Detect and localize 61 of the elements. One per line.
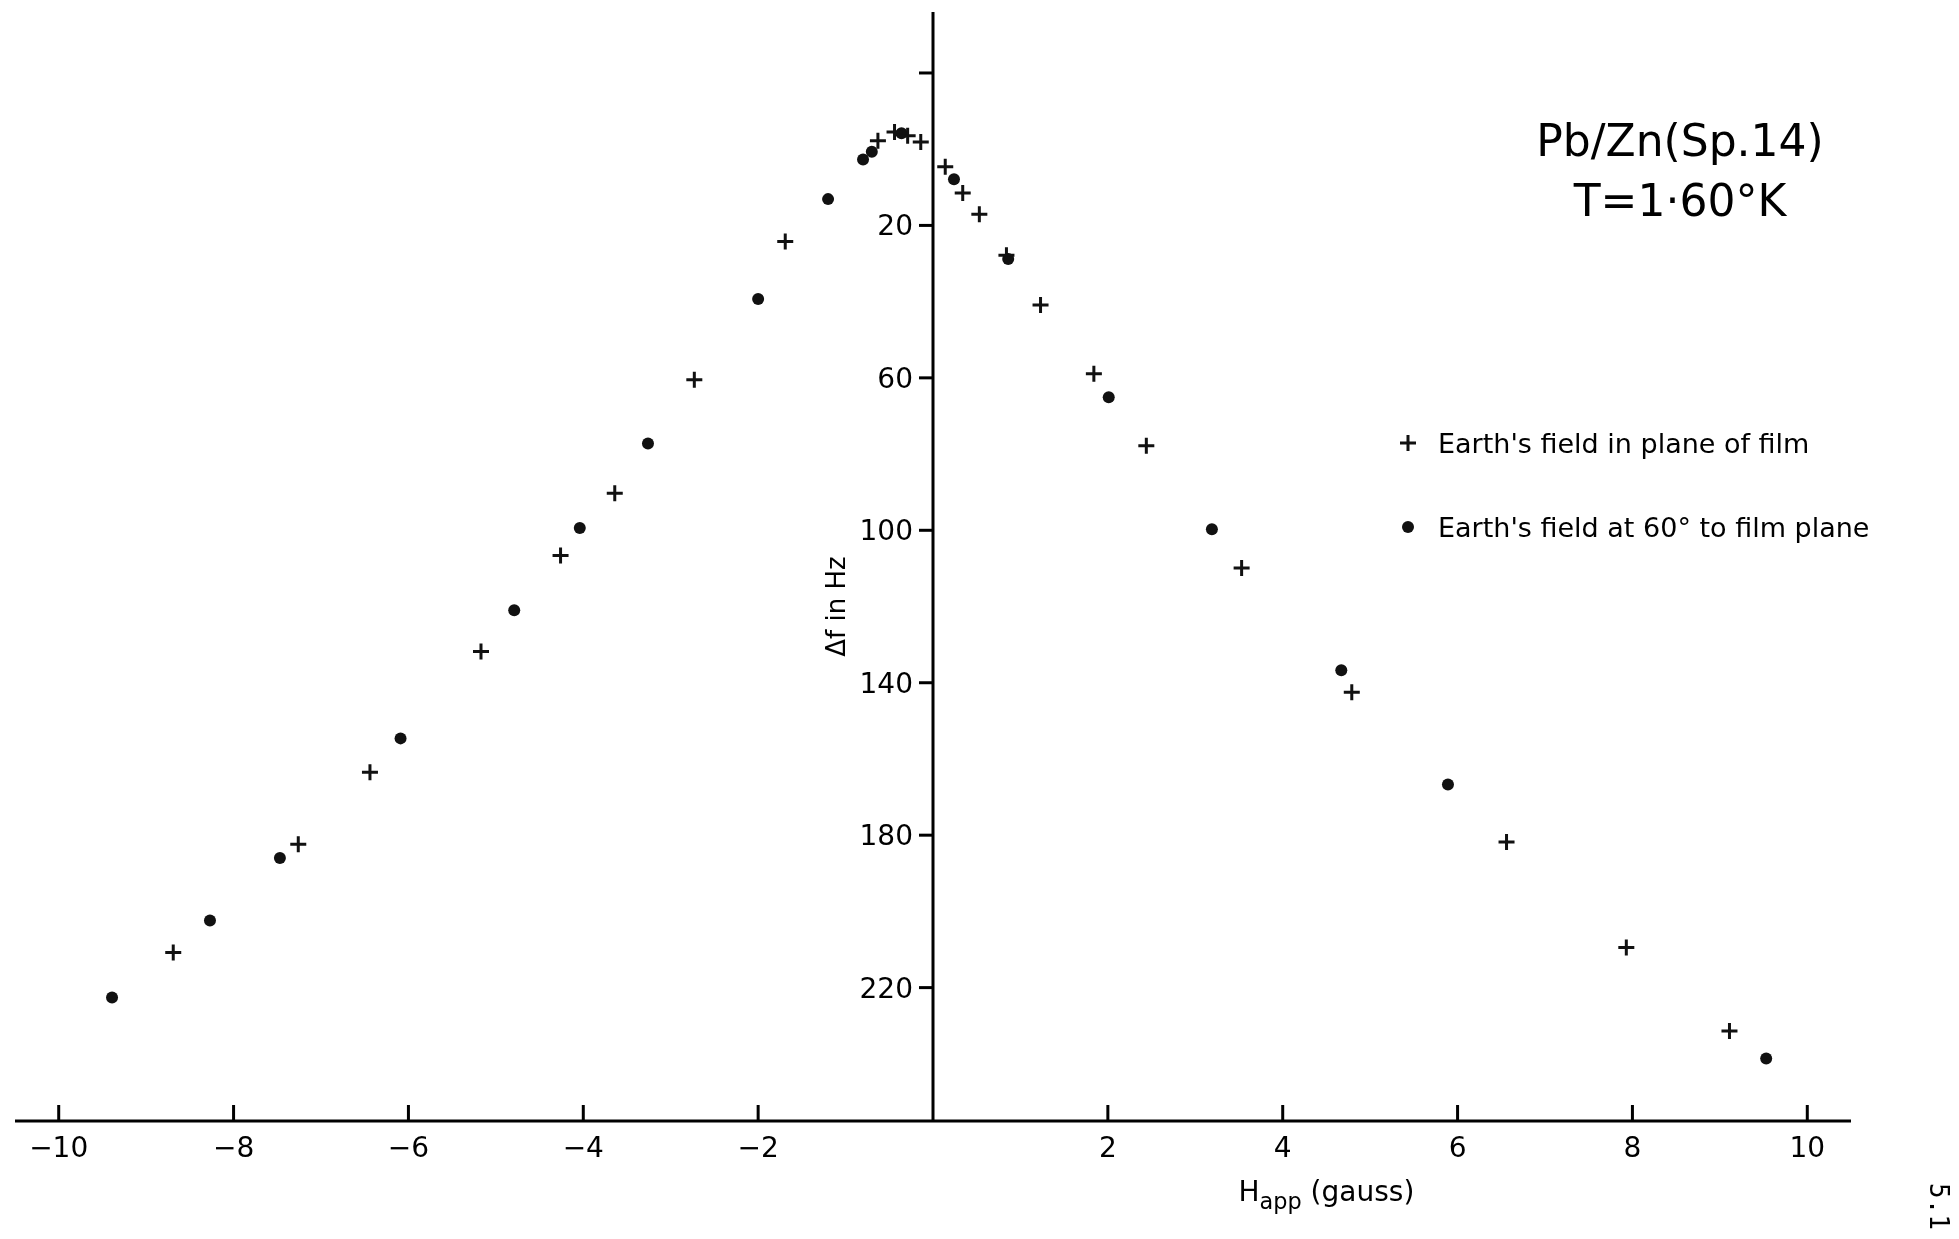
x-tick-label: 8 bbox=[1623, 1131, 1642, 1164]
point bbox=[1616, 938, 1636, 958]
point bbox=[1232, 558, 1252, 578]
point bbox=[911, 132, 931, 152]
point bbox=[752, 292, 765, 305]
y-axis-title: Δf in Hz bbox=[821, 556, 851, 657]
point bbox=[1441, 778, 1454, 791]
point bbox=[1342, 682, 1362, 702]
text: Pb/Zn(Sp.14) bbox=[1536, 115, 1824, 166]
x-axis-title: H$_{app}$ (gauss) bbox=[1238, 1175, 1415, 1214]
x-tick-label: −4 bbox=[562, 1131, 604, 1164]
point bbox=[1205, 523, 1218, 536]
y-tick-label: 100 bbox=[859, 514, 913, 548]
point bbox=[471, 641, 491, 661]
point bbox=[605, 483, 625, 503]
y-tick-label: 140 bbox=[859, 666, 913, 700]
point bbox=[360, 762, 380, 782]
point bbox=[684, 370, 704, 390]
point bbox=[106, 991, 119, 1004]
point bbox=[1102, 391, 1115, 404]
x-tick-label: −6 bbox=[387, 1131, 430, 1164]
point bbox=[573, 522, 586, 535]
point bbox=[508, 604, 521, 617]
x-tick-label: −10 bbox=[29, 1131, 89, 1164]
point bbox=[1497, 832, 1517, 852]
point bbox=[969, 204, 989, 224]
point bbox=[775, 231, 795, 251]
point bbox=[865, 145, 878, 158]
point bbox=[288, 834, 308, 854]
point bbox=[1084, 364, 1104, 384]
text: 5.1 bbox=[1924, 1183, 1954, 1230]
text: T=1·60°K bbox=[1572, 175, 1788, 226]
point bbox=[203, 914, 216, 927]
point bbox=[947, 173, 960, 186]
x-tick-label: 2 bbox=[1098, 1131, 1117, 1164]
point bbox=[868, 131, 888, 151]
point bbox=[1136, 436, 1156, 456]
legend-label: Earth's field in plane of film bbox=[1438, 428, 1810, 459]
point bbox=[857, 153, 870, 166]
point bbox=[273, 852, 286, 865]
point bbox=[394, 732, 407, 745]
point bbox=[163, 943, 183, 963]
point bbox=[551, 545, 571, 565]
x-tick-label: 10 bbox=[1789, 1131, 1826, 1164]
point bbox=[1031, 295, 1051, 315]
point bbox=[1335, 664, 1348, 677]
y-tick-label: 180 bbox=[859, 819, 913, 853]
point bbox=[641, 437, 654, 450]
legend-label: Earth's field at 60° to film plane bbox=[1438, 512, 1870, 543]
y-tick-label: 20 bbox=[877, 209, 913, 243]
point bbox=[953, 183, 973, 203]
point bbox=[1719, 1021, 1739, 1041]
point bbox=[822, 193, 835, 206]
x-tick-label: −2 bbox=[737, 1131, 779, 1164]
y-tick-label: 60 bbox=[877, 361, 913, 395]
x-tick-label: 4 bbox=[1273, 1131, 1292, 1164]
point bbox=[1760, 1052, 1773, 1065]
y-tick-label: 220 bbox=[859, 971, 913, 1005]
x-tick-label: −8 bbox=[212, 1131, 255, 1164]
x-tick-label: 6 bbox=[1448, 1131, 1467, 1164]
point bbox=[935, 157, 955, 177]
